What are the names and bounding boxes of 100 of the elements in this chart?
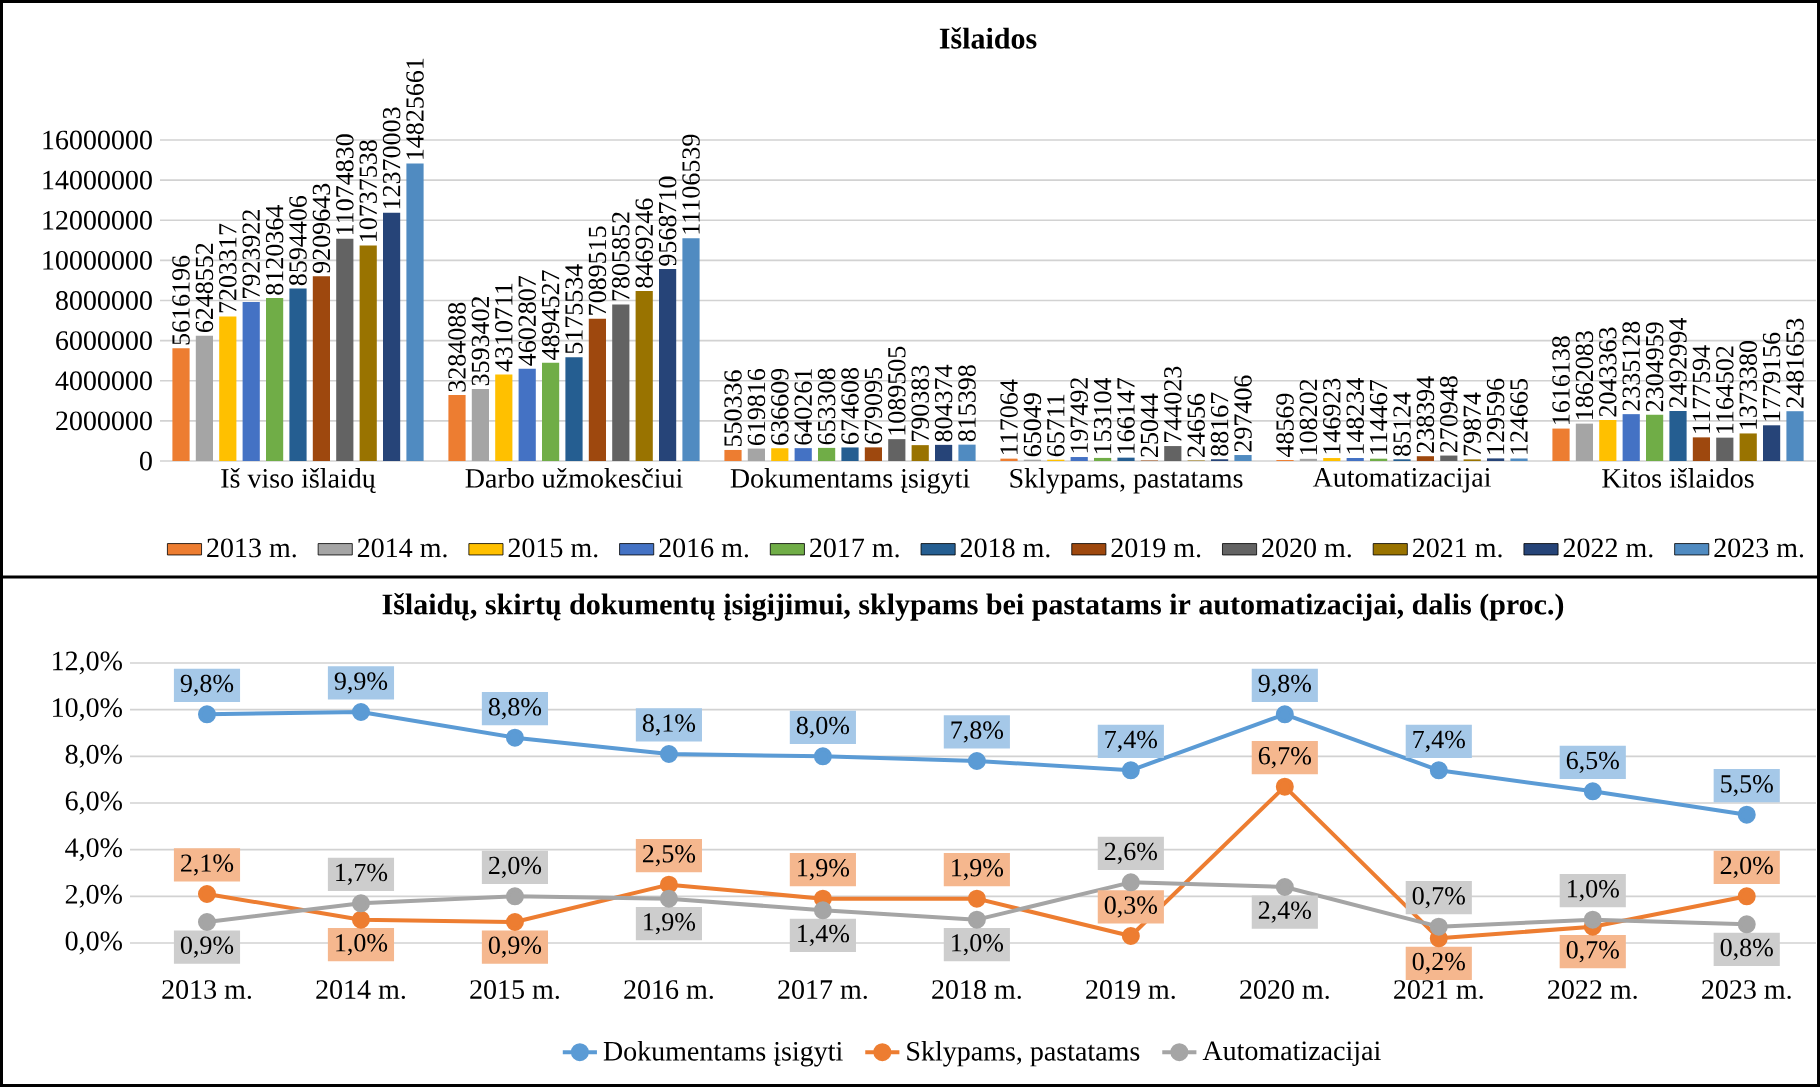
data-label: 297406	[1234, 375, 1252, 452]
legend-label: 2021 m.	[1412, 538, 1502, 558]
data-label: 88167	[1210, 392, 1229, 456]
y-tick-label: 10,0%	[53, 698, 122, 722]
data-label: 1373380	[1739, 341, 1757, 429]
y-tick-label: 2000000	[56, 411, 152, 431]
x-tick-label: Dokumentams įsigyti	[730, 468, 970, 494]
y-tick-label: 8,0%	[65, 744, 122, 768]
legend-label: 2022 m.	[1563, 538, 1653, 558]
data-label: 550336	[724, 370, 742, 447]
data-label: 640261	[794, 369, 812, 445]
x-tick-label: 2020 m.	[1240, 980, 1329, 1000]
data-label: 11106539	[682, 134, 700, 234]
data-label: 1,0%	[1567, 879, 1619, 902]
data-label: 6,7%	[1258, 746, 1311, 769]
data-label: 129596	[1486, 378, 1505, 454]
legend-label: 2016 m.	[659, 538, 749, 558]
data-label: 2492994	[1669, 317, 1687, 408]
data-label: 3284088	[448, 302, 466, 392]
data-label: 1,7%	[336, 863, 388, 885]
y-tick-label: 12000000	[43, 210, 152, 230]
data-label: 117064	[1000, 379, 1018, 454]
chart-title: Išlaidų, skirtų dokumentų įsigijimui, sklypams bei pastatams ir automatizacijai, dalis (proc.)	[382, 593, 1564, 621]
data-label: 674608	[841, 368, 859, 444]
data-label: 679095	[864, 367, 883, 444]
legend-label: 2014 m.	[357, 538, 447, 558]
data-label: 0,7%	[1566, 941, 1619, 963]
data-label: 9,8%	[1258, 674, 1311, 696]
x-tick-label: 2022 m.	[1548, 980, 1637, 1000]
data-label: 8,8%	[488, 697, 542, 720]
legend-label: 2023 m.	[1714, 538, 1804, 558]
legend-label: 2019 m.	[1111, 538, 1201, 558]
data-label: 0,7%	[1412, 886, 1465, 909]
data-label: 2335128	[1622, 321, 1640, 411]
y-tick-label: 8000000	[56, 291, 152, 310]
data-label: 619816	[747, 368, 766, 446]
legend-label: 2015 m.	[508, 538, 598, 558]
x-tick-label: Kitos išlaidos	[1602, 468, 1754, 488]
data-label: 7,8%	[951, 721, 1004, 743]
data-label: 1,9%	[798, 858, 850, 881]
data-label: 0,9%	[488, 936, 542, 958]
chart-title: Išlaidos	[939, 27, 1037, 49]
legend-label: 2017 m.	[810, 538, 899, 558]
data-label: 1164502	[1716, 346, 1734, 433]
data-label: 1779156	[1762, 332, 1781, 421]
data-label: 5616196	[172, 255, 190, 345]
data-label: 9209643	[312, 183, 331, 273]
data-label: 8,0%	[796, 716, 850, 738]
data-label: 2,0%	[1720, 856, 1773, 878]
data-label: 65049	[1023, 393, 1042, 457]
data-label: 1,0%	[952, 934, 1004, 956]
data-label: 85124	[1393, 392, 1411, 456]
data-label: 2,6%	[1104, 842, 1158, 864]
x-tick-label: Darbo užmokesčiui	[465, 468, 683, 488]
data-label: 7,4%	[1105, 730, 1158, 752]
x-tick-label: Sklypams, pastatams	[1010, 468, 1243, 494]
y-tick-label: 0,0%	[65, 931, 122, 955]
data-label: 8,1%	[642, 714, 696, 736]
data-label: 1,9%	[644, 913, 696, 935]
x-tick-label: Automatizacijai	[1312, 468, 1491, 493]
data-label: 7,4%	[1413, 730, 1465, 752]
data-label: 1177594	[1692, 345, 1711, 433]
data-label: 153104	[1093, 377, 1112, 454]
data-label: 7089515	[588, 226, 607, 315]
data-label: 166147	[1117, 378, 1135, 453]
data-label: 0,8%	[1720, 938, 1773, 961]
x-tick-label: 2017 m.	[778, 980, 867, 1000]
data-label: 2,4%	[1258, 901, 1311, 923]
data-label: 6248552	[195, 243, 214, 333]
data-label: 4894527	[541, 270, 560, 360]
data-label: 8594406	[289, 195, 307, 286]
data-label: 0,9%	[180, 936, 234, 958]
data-label: 146923	[1323, 378, 1341, 454]
data-label: 11074830	[336, 134, 354, 235]
x-tick-label: Iš viso išlaidų	[221, 468, 376, 494]
data-label: 4310711	[495, 283, 513, 372]
data-label: 114467	[1369, 380, 1388, 455]
data-label: 815398	[958, 365, 976, 442]
data-label: 804374	[934, 364, 953, 442]
data-label: 14825661	[406, 58, 424, 159]
data-label: 24656	[1187, 393, 1205, 457]
data-label: 7805852	[612, 212, 630, 301]
data-label: 1089505	[888, 346, 906, 435]
data-label: 12370003	[382, 107, 401, 209]
data-label: 5175534	[565, 264, 583, 354]
y-tick-label: 6,0%	[65, 791, 122, 815]
data-label: 0,2%	[1412, 952, 1465, 975]
y-tick-label: 14000000	[43, 170, 152, 190]
legend-label: 2018 m.	[960, 538, 1050, 558]
x-tick-label: 2023 m.	[1702, 980, 1791, 1000]
data-label: 636609	[771, 368, 789, 445]
data-label: 25044	[1140, 393, 1159, 457]
x-tick-label: 2014 m.	[316, 980, 405, 1000]
data-label: 9,9%	[334, 672, 388, 694]
data-label: 108202	[1299, 379, 1318, 455]
data-label: 1,9%	[952, 858, 1004, 881]
data-label: 1,0%	[336, 934, 388, 956]
data-label: 1,4%	[798, 924, 850, 947]
data-label: 79874	[1463, 392, 1481, 456]
x-tick-label: 2018 m.	[932, 980, 1021, 1000]
